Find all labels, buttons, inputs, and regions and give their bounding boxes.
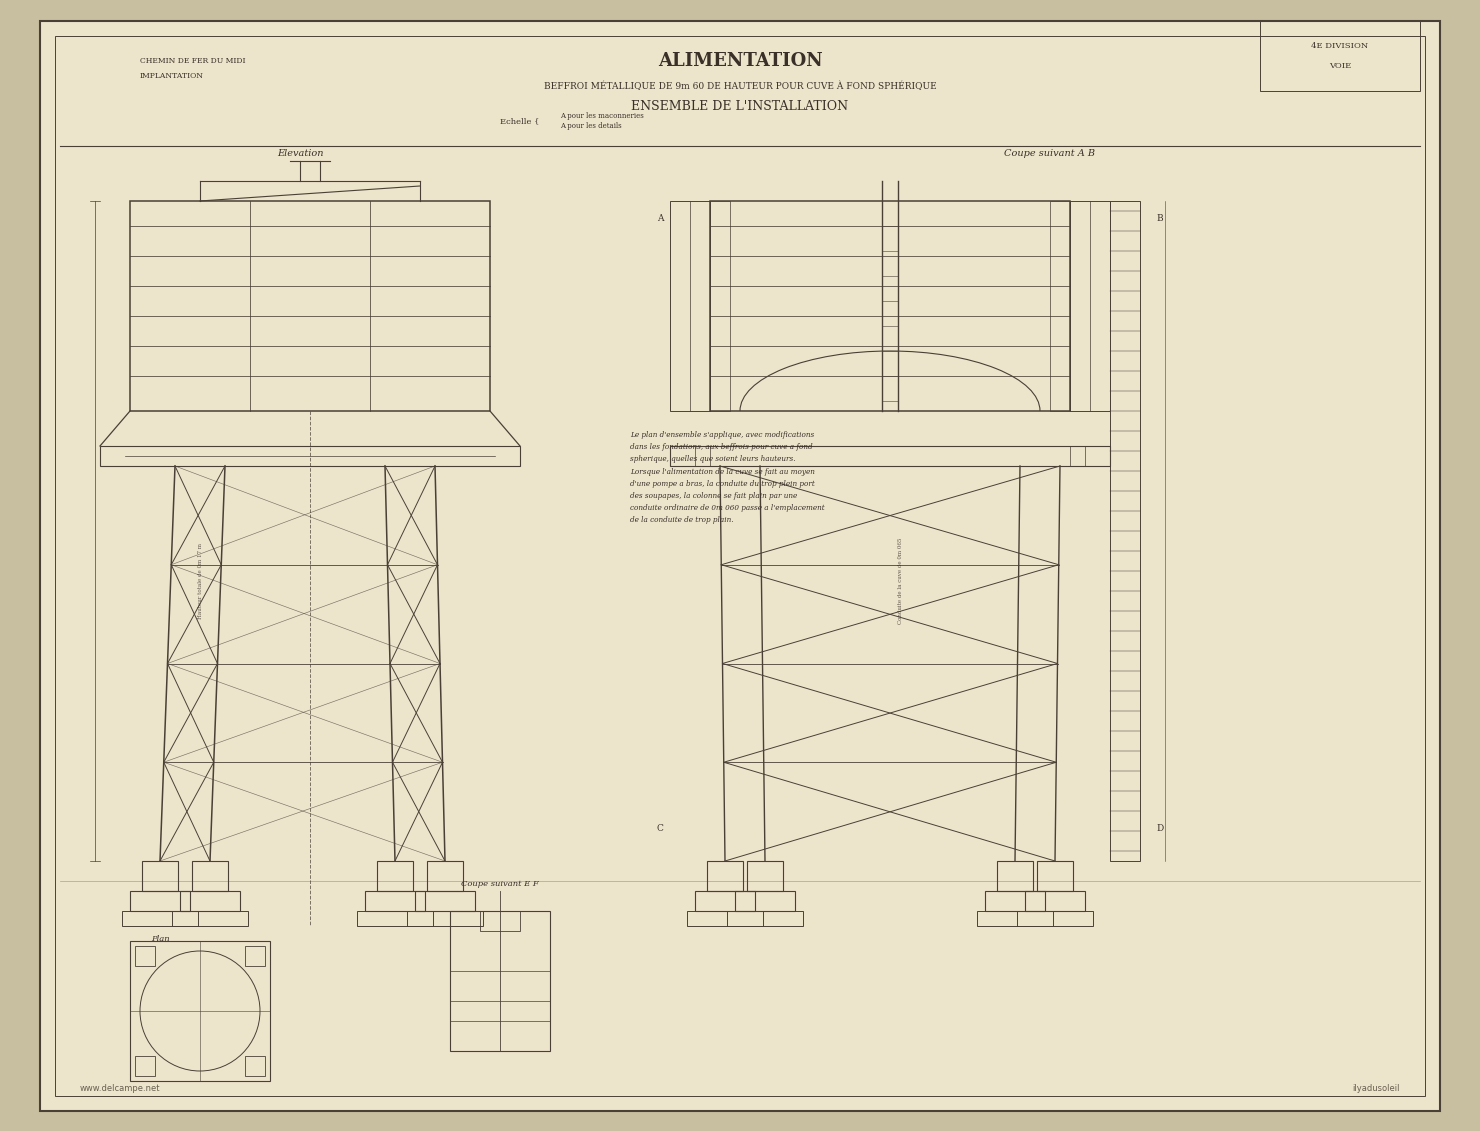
- Bar: [1017, 910, 1094, 926]
- Bar: [710, 201, 1070, 411]
- Bar: [357, 910, 434, 926]
- Text: Le plan d'ensemble s'applique, avec modifications
dans les fondations, aux beffr: Le plan d'ensemble s'applique, avec modi…: [630, 431, 824, 525]
- Text: Elevation: Elevation: [277, 149, 323, 158]
- Bar: [1037, 861, 1073, 891]
- Bar: [998, 861, 1033, 891]
- Bar: [414, 891, 475, 910]
- Bar: [192, 861, 228, 891]
- Text: IMPLANTATION: IMPLANTATION: [141, 72, 204, 80]
- Bar: [696, 891, 755, 910]
- Bar: [366, 891, 425, 910]
- Bar: [246, 946, 265, 966]
- Text: BEFFROI MÉTALLIQUE DE 9m 60 DE HAUTEUR POUR CUVE À FOND SPHÉRIQUE: BEFFROI MÉTALLIQUE DE 9m 60 DE HAUTEUR P…: [543, 81, 937, 90]
- Text: Coupe suivant A B: Coupe suivant A B: [1005, 149, 1095, 158]
- Bar: [1049, 201, 1070, 411]
- Bar: [450, 910, 551, 1051]
- Bar: [687, 910, 764, 926]
- Bar: [135, 1056, 155, 1076]
- Bar: [986, 891, 1045, 910]
- Bar: [377, 861, 413, 891]
- Bar: [1026, 891, 1085, 910]
- Bar: [1070, 201, 1110, 411]
- Bar: [121, 910, 198, 926]
- Text: 4E DIVISION: 4E DIVISION: [1311, 42, 1369, 50]
- Bar: [130, 201, 490, 411]
- Bar: [707, 861, 743, 891]
- Bar: [1259, 21, 1419, 90]
- Text: D: D: [1156, 824, 1163, 834]
- Bar: [670, 201, 710, 411]
- Text: ALIMENTATION: ALIMENTATION: [657, 52, 823, 70]
- Bar: [977, 910, 1052, 926]
- Bar: [130, 891, 189, 910]
- Text: A: A: [657, 214, 663, 223]
- Bar: [130, 941, 269, 1081]
- Bar: [172, 910, 249, 926]
- Text: A pour les maconneries: A pour les maconneries: [559, 112, 644, 120]
- Bar: [670, 446, 1110, 466]
- Bar: [135, 946, 155, 966]
- Bar: [1110, 201, 1140, 861]
- Text: CHEMIN DE FER DU MIDI: CHEMIN DE FER DU MIDI: [141, 57, 246, 64]
- Bar: [246, 1056, 265, 1076]
- Bar: [710, 201, 730, 411]
- Text: Plan: Plan: [151, 935, 169, 943]
- Text: www.delcampe.net: www.delcampe.net: [80, 1083, 160, 1093]
- Text: C: C: [657, 824, 663, 834]
- Text: Echelle {: Echelle {: [500, 116, 539, 126]
- Text: Hauteur totale de 0m 17 m: Hauteur totale de 0m 17 m: [197, 543, 203, 619]
- Bar: [407, 910, 482, 926]
- Text: VOIE: VOIE: [1329, 62, 1351, 70]
- Bar: [428, 861, 463, 891]
- Bar: [1070, 446, 1085, 466]
- Text: Coupe suivant E F: Coupe suivant E F: [462, 880, 539, 888]
- Text: B: B: [1157, 214, 1163, 223]
- Bar: [747, 861, 783, 891]
- Text: ilyadusoleil: ilyadusoleil: [1353, 1083, 1400, 1093]
- Bar: [181, 891, 240, 910]
- Bar: [736, 891, 795, 910]
- Bar: [101, 446, 519, 466]
- Text: ENSEMBLE DE L'INSTALLATION: ENSEMBLE DE L'INSTALLATION: [632, 100, 848, 112]
- Bar: [727, 910, 804, 926]
- Bar: [696, 446, 710, 466]
- Text: A pour les details: A pour les details: [559, 122, 622, 130]
- Text: Conduite de la cuve de 0m 065: Conduite de la cuve de 0m 065: [897, 538, 903, 624]
- Bar: [142, 861, 178, 891]
- Bar: [480, 910, 519, 931]
